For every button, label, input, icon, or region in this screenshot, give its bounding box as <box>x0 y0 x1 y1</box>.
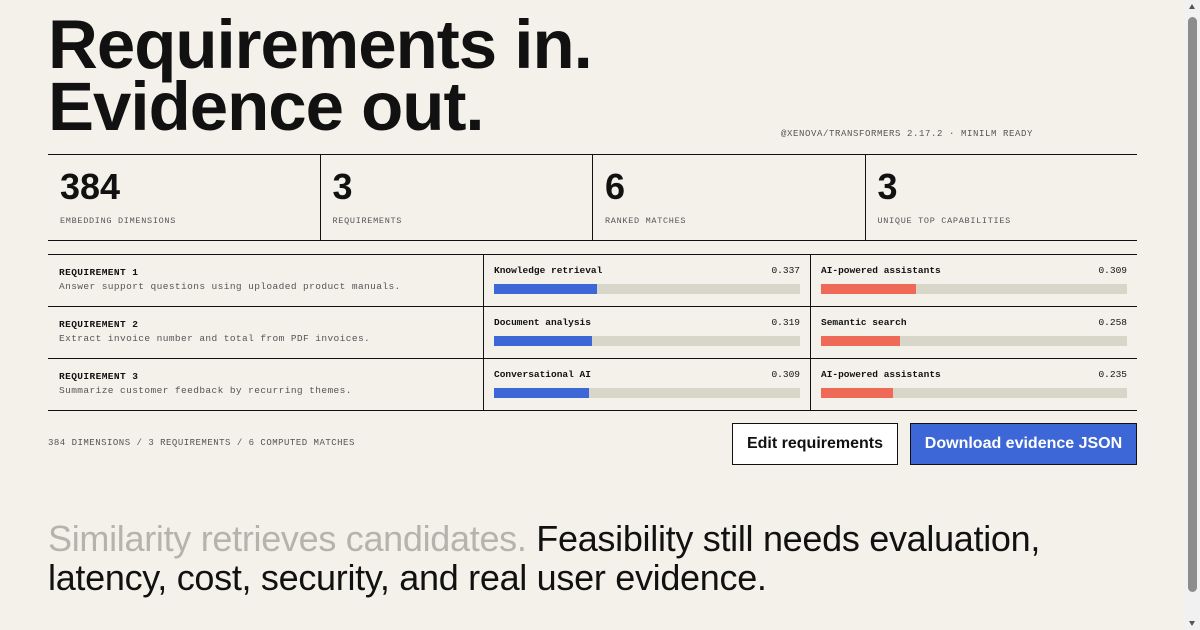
score-bar-fill <box>821 388 893 398</box>
similarity-score: 0.319 <box>771 317 800 328</box>
tagline: Similarity retrieves candidates. Feasibi… <box>48 519 1158 597</box>
similarity-score: 0.309 <box>1098 265 1127 276</box>
capability-name: AI-powered assistants <box>821 369 941 380</box>
score-bar-track <box>494 388 800 398</box>
requirement-description: Summarize customer feedback by recurring… <box>59 385 352 396</box>
hero-line-2: Evidence out. <box>48 68 485 145</box>
requirement-name: REQUIREMENT 2 <box>59 319 139 330</box>
score-bar-track <box>494 336 800 346</box>
similarity-score: 0.337 <box>771 265 800 276</box>
hero-line-1: Requirements in. <box>48 6 593 83</box>
stats-row: 384 EMBEDDING DIMENSIONS 3 REQUIREMENTS … <box>48 154 1137 241</box>
score-bar-fill <box>494 336 592 346</box>
match-cell-primary: Document analysis 0.319 <box>484 307 811 358</box>
stat-value: 3 <box>332 166 353 207</box>
requirement-name: REQUIREMENT 3 <box>59 371 139 382</box>
similarity-score: 0.235 <box>1098 369 1127 380</box>
similarity-score: 0.258 <box>1098 317 1127 328</box>
stat-value: 6 <box>605 166 626 207</box>
capability-name: Semantic search <box>821 317 907 328</box>
score-bar-track <box>821 284 1127 294</box>
requirement-row: REQUIREMENT 2 Extract invoice number and… <box>48 307 1137 359</box>
score-bar-track <box>821 388 1127 398</box>
stat-unique-top-capabilities: 3 UNIQUE TOP CAPABILITIES <box>864 155 1138 240</box>
stat-label: REQUIREMENTS <box>332 216 403 226</box>
requirement-cell: REQUIREMENT 2 Extract invoice number and… <box>48 307 484 358</box>
match-cell-secondary: AI-powered assistants 0.235 <box>811 359 1137 410</box>
capability-name: Conversational AI <box>494 369 591 380</box>
match-cell-secondary: AI-powered assistants 0.309 <box>811 255 1137 306</box>
stat-label: UNIQUE TOP CAPABILITIES <box>877 216 1011 226</box>
score-bar-fill <box>821 336 900 346</box>
requirement-name: REQUIREMENT 1 <box>59 267 139 278</box>
stat-label: EMBEDDING DIMENSIONS <box>60 216 177 226</box>
requirements-table: REQUIREMENT 1 Answer support questions u… <box>48 254 1137 411</box>
stat-ranked-matches: 6 RANKED MATCHES <box>592 155 865 240</box>
scroll-up-arrow-icon[interactable] <box>1189 4 1195 9</box>
requirement-row: REQUIREMENT 3 Summarize customer feedbac… <box>48 359 1137 411</box>
stat-value: 3 <box>877 166 898 207</box>
vertical-scrollbar[interactable] <box>1185 0 1200 630</box>
stat-label: RANKED MATCHES <box>605 216 687 226</box>
stat-value: 384 <box>60 166 121 207</box>
score-bar-fill <box>821 284 916 294</box>
download-evidence-json-button[interactable]: Download evidence JSON <box>910 423 1137 465</box>
requirement-cell: REQUIREMENT 1 Answer support questions u… <box>48 255 484 306</box>
tagline-strong: Feasibility still needs evaluation, late… <box>48 518 1041 598</box>
scroll-down-arrow-icon[interactable] <box>1189 621 1195 626</box>
score-bar-track <box>494 284 800 294</box>
score-bar-fill <box>494 284 598 294</box>
score-bar-fill <box>494 388 589 398</box>
score-bar-track <box>821 336 1127 346</box>
similarity-score: 0.309 <box>771 369 800 380</box>
requirement-description: Extract invoice number and total from PD… <box>59 333 371 344</box>
stat-requirements: 3 REQUIREMENTS <box>319 155 593 240</box>
capability-name: Knowledge retrieval <box>494 265 603 276</box>
scrollbar-thumb[interactable] <box>1188 17 1197 592</box>
model-status: @XENOVA/TRANSFORMERS 2.17.2 · MINILM REA… <box>781 129 1034 139</box>
requirement-cell: REQUIREMENT 3 Summarize customer feedbac… <box>48 359 484 410</box>
requirement-row: REQUIREMENT 1 Answer support questions u… <box>48 255 1137 307</box>
hero-title: Requirements in. Evidence out. <box>48 6 593 145</box>
capability-name: Document analysis <box>494 317 591 328</box>
edit-requirements-button[interactable]: Edit requirements <box>732 423 898 465</box>
match-cell-secondary: Semantic search 0.258 <box>811 307 1137 358</box>
match-cell-primary: Knowledge retrieval 0.337 <box>484 255 811 306</box>
tagline-muted: Similarity retrieves candidates. <box>48 518 527 559</box>
footer-summary: 384 DIMENSIONS / 3 REQUIREMENTS / 6 COMP… <box>48 438 355 448</box>
stat-embedding-dimensions: 384 EMBEDDING DIMENSIONS <box>48 155 320 240</box>
requirement-description: Answer support questions using uploaded … <box>59 281 401 292</box>
match-cell-primary: Conversational AI 0.309 <box>484 359 811 410</box>
capability-name: AI-powered assistants <box>821 265 941 276</box>
